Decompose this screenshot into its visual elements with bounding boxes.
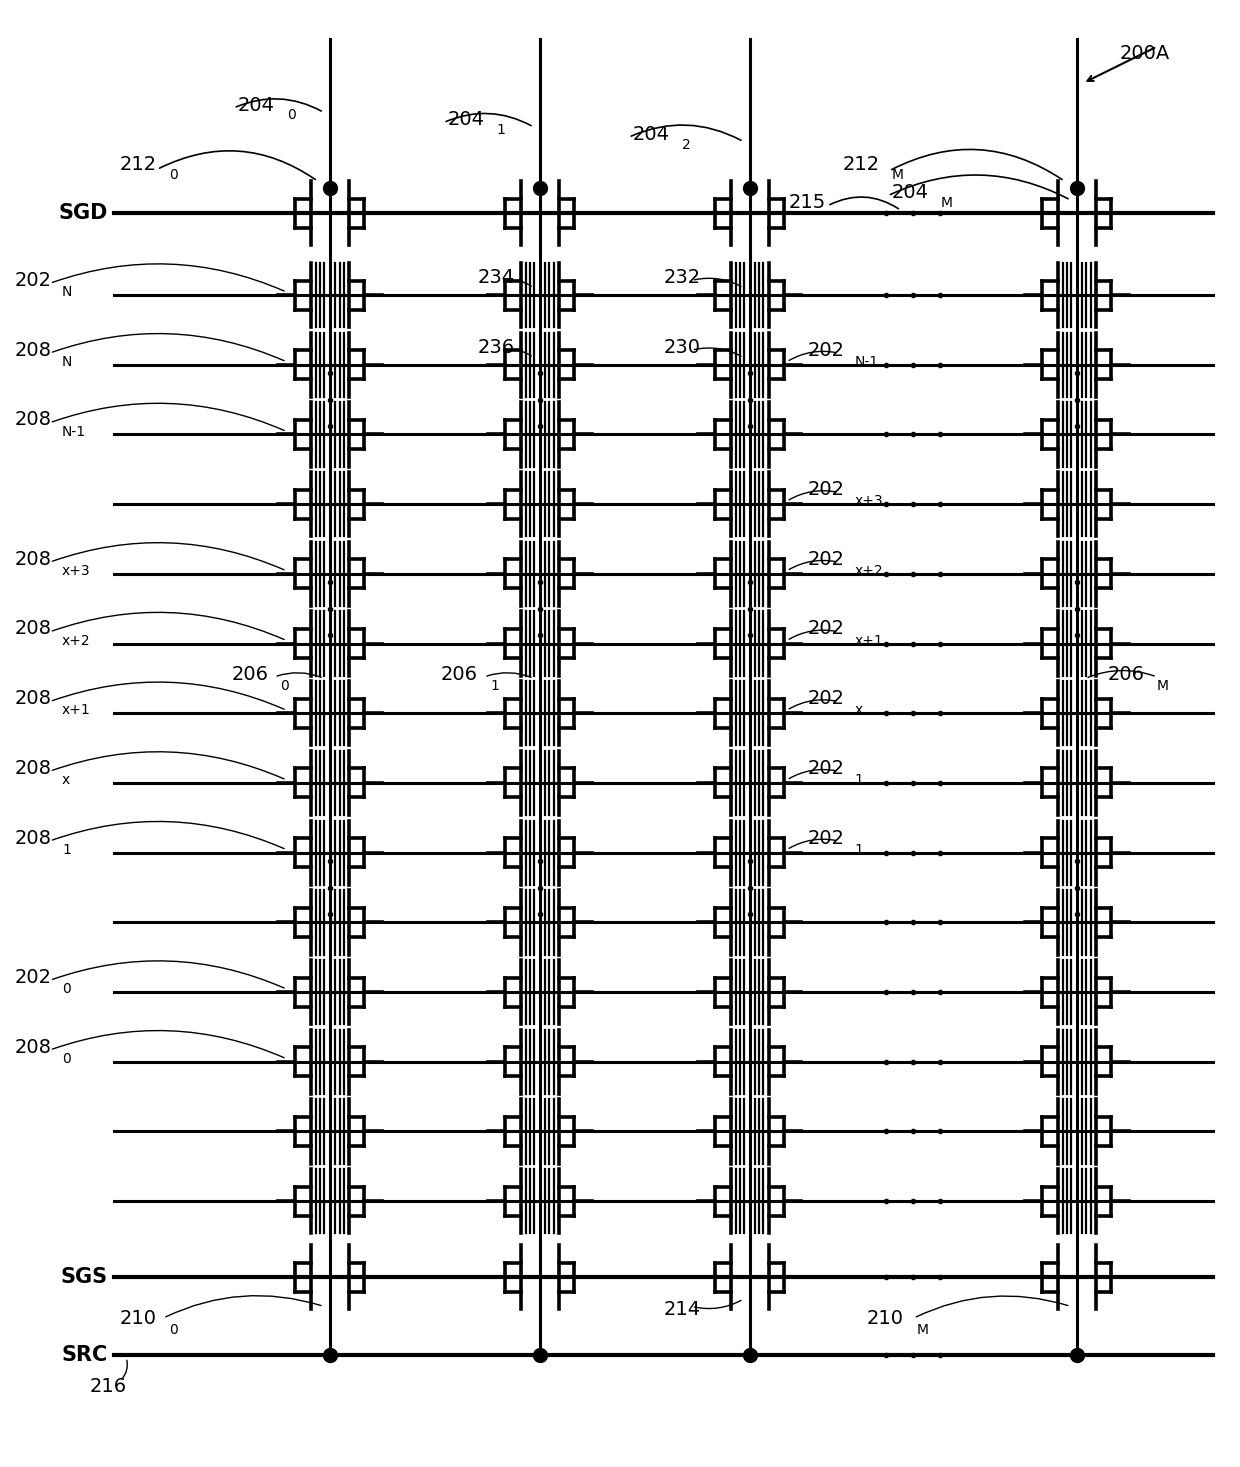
Text: 0: 0 [62,981,71,996]
Text: 1: 1 [854,773,863,786]
Text: 208: 208 [15,829,52,848]
Text: 0: 0 [286,109,295,122]
Text: 202: 202 [807,619,844,638]
Text: 216: 216 [89,1378,126,1397]
Text: x+2: x+2 [62,634,91,647]
Text: 208: 208 [15,411,52,430]
Text: 210: 210 [867,1309,904,1328]
Text: 0: 0 [170,1323,179,1336]
Text: 202: 202 [807,550,844,569]
Text: 236: 236 [479,337,515,356]
Text: N: N [62,355,72,368]
Text: x+2: x+2 [854,563,883,578]
Text: 208: 208 [15,340,52,359]
Text: M: M [916,1323,929,1336]
Text: 206: 206 [1107,665,1145,684]
Text: N-1: N-1 [62,424,86,439]
Text: 1: 1 [854,842,863,857]
Text: 208: 208 [15,689,52,709]
Text: 1: 1 [490,679,500,692]
Text: M: M [941,197,954,210]
Text: 208: 208 [15,758,52,778]
Text: 0: 0 [170,169,179,182]
Text: x: x [62,773,71,786]
Text: 230: 230 [663,337,701,356]
Text: N-1: N-1 [854,355,879,368]
Text: 206: 206 [231,665,268,684]
Text: 1: 1 [62,842,71,857]
Text: 202: 202 [15,968,52,987]
Text: x+3: x+3 [62,563,91,578]
Text: 204: 204 [448,110,484,129]
Text: 0: 0 [280,679,289,692]
Text: 214: 214 [663,1300,701,1319]
Text: N: N [62,285,72,299]
Text: M: M [892,169,904,182]
Text: 2: 2 [682,138,691,151]
Text: 202: 202 [807,340,844,359]
Text: x+1: x+1 [854,634,883,647]
Text: 204: 204 [632,125,670,144]
Text: 234: 234 [479,268,515,288]
Text: 215: 215 [789,194,826,213]
Text: 204: 204 [237,95,274,114]
Text: SGD: SGD [58,204,108,223]
Text: 232: 232 [663,268,701,288]
Text: M: M [1157,679,1169,692]
Text: x+1: x+1 [62,703,91,717]
Text: 208: 208 [15,619,52,638]
Text: 200A: 200A [1120,44,1171,63]
Text: 1: 1 [496,123,506,136]
Text: SRC: SRC [62,1345,108,1364]
Text: SGS: SGS [61,1267,108,1287]
Text: 208: 208 [15,1037,52,1056]
Text: 202: 202 [15,271,52,290]
Text: 202: 202 [807,480,844,499]
Text: 0: 0 [62,1052,71,1067]
Text: 202: 202 [807,689,844,709]
Text: x: x [854,703,863,717]
Text: 202: 202 [807,829,844,848]
Text: 202: 202 [807,758,844,778]
Text: 204: 204 [892,183,929,202]
Text: 212: 212 [842,156,879,175]
Text: 212: 212 [120,156,157,175]
Text: x+3: x+3 [854,494,883,508]
Text: 208: 208 [15,550,52,569]
Text: 210: 210 [120,1309,157,1328]
Text: 206: 206 [441,665,477,684]
